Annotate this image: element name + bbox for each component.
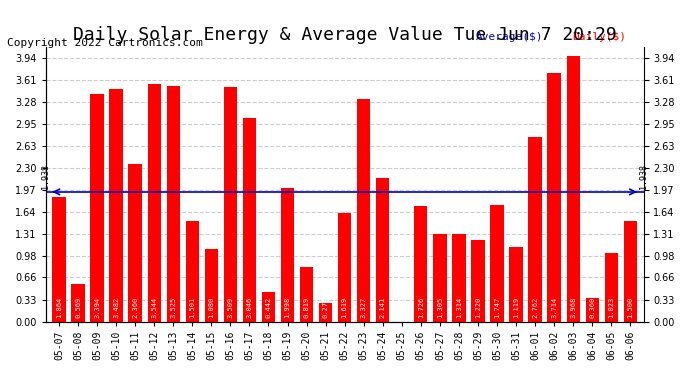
Text: 0.360: 0.360 [589, 297, 595, 318]
Text: 3.714: 3.714 [551, 297, 557, 318]
Text: 0.274: 0.274 [323, 297, 328, 318]
Text: 0.819: 0.819 [304, 297, 310, 318]
Bar [586, 297, 599, 322]
Text: 3.482: 3.482 [113, 297, 119, 318]
Text: 1.080: 1.080 [208, 297, 215, 318]
Text: 2.360: 2.360 [132, 297, 138, 318]
Text: Average($): Average($) [476, 32, 544, 42]
Text: 0.442: 0.442 [266, 297, 271, 318]
Bar [566, 56, 580, 322]
Text: 1.998: 1.998 [284, 297, 290, 318]
Text: 2.141: 2.141 [380, 297, 386, 318]
Text: 1.305: 1.305 [437, 297, 443, 318]
Text: 0.000: 0.000 [399, 297, 405, 318]
Bar [604, 253, 618, 322]
Bar [319, 303, 333, 322]
Bar [414, 206, 428, 322]
Title: Daily Solar Energy & Average Value Tue Jun 7 20:29: Daily Solar Energy & Average Value Tue J… [72, 26, 617, 44]
Bar [509, 247, 523, 322]
Text: Daily($): Daily($) [572, 32, 626, 42]
Bar [186, 221, 199, 322]
Text: 1.501: 1.501 [189, 297, 195, 318]
Bar [433, 234, 446, 322]
Text: 1.023: 1.023 [609, 297, 614, 318]
Text: 3.544: 3.544 [151, 297, 157, 318]
Bar [376, 178, 389, 322]
Text: 1.314: 1.314 [456, 297, 462, 318]
Bar [128, 164, 142, 322]
Bar [452, 234, 466, 322]
Bar [624, 221, 637, 322]
Text: 1.726: 1.726 [418, 297, 424, 318]
Text: 3.968: 3.968 [570, 297, 576, 318]
Text: 3.046: 3.046 [246, 297, 253, 318]
Bar [243, 118, 256, 322]
Bar [338, 213, 351, 322]
Text: 3.327: 3.327 [361, 297, 366, 318]
Bar [281, 188, 294, 322]
Text: 1.220: 1.220 [475, 297, 481, 318]
Text: 0.569: 0.569 [75, 297, 81, 318]
Bar [90, 94, 104, 322]
Bar [471, 240, 484, 322]
Text: 1.864: 1.864 [56, 297, 62, 318]
Bar [262, 292, 275, 322]
Text: 1.619: 1.619 [342, 297, 348, 318]
Bar [491, 205, 504, 322]
Bar [300, 267, 313, 322]
Text: 1.938: 1.938 [41, 164, 50, 189]
Bar [547, 73, 561, 322]
Text: 3.394: 3.394 [94, 297, 100, 318]
Bar [357, 99, 371, 322]
Text: 2.762: 2.762 [532, 297, 538, 318]
Text: 3.525: 3.525 [170, 297, 176, 318]
Bar [148, 84, 161, 322]
Bar [205, 249, 218, 322]
Text: 1.500: 1.500 [627, 297, 633, 318]
Bar [166, 86, 180, 322]
Text: Copyright 2022 Cartronics.com: Copyright 2022 Cartronics.com [7, 38, 203, 48]
Bar [110, 88, 123, 322]
Bar [52, 197, 66, 322]
Text: 1.119: 1.119 [513, 297, 519, 318]
Bar [529, 137, 542, 322]
Text: 1.747: 1.747 [494, 297, 500, 318]
Text: 1.938: 1.938 [639, 164, 648, 189]
Text: 3.509: 3.509 [228, 297, 233, 318]
Bar [224, 87, 237, 322]
Bar [71, 284, 85, 322]
